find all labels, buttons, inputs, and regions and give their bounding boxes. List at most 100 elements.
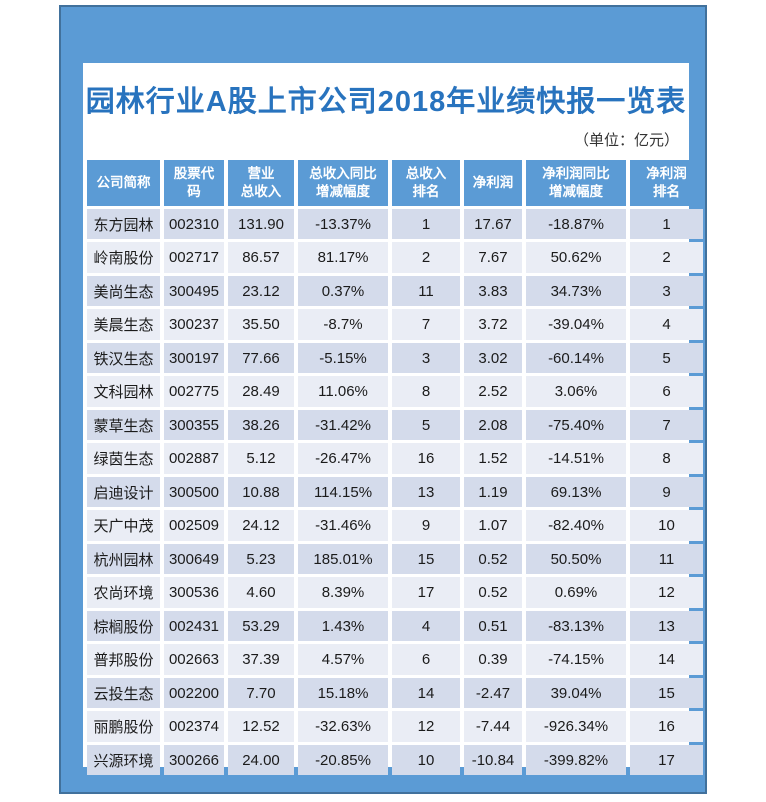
cell-stock-code: 002509: [164, 510, 224, 541]
header-stock-code: 股票代 码: [164, 159, 224, 206]
cell-net-profit-rank: 13: [630, 610, 703, 642]
cell-net-profit-yoy: -82.40%: [526, 510, 626, 541]
cell-stock-code: 300495: [164, 275, 224, 307]
cell-company: 杭州园林: [87, 543, 160, 575]
cell-revenue: 12.52: [228, 711, 294, 742]
table-row: 棕榈股份 002431 53.29 1.43% 4 0.51 -83.13% 1…: [87, 610, 703, 642]
cell-net-profit-yoy: -926.34%: [526, 711, 626, 742]
table-body: 东方园林 002310 131.90 -13.37% 1 17.67 -18.8…: [87, 208, 703, 776]
cell-stock-code: 300500: [164, 476, 224, 508]
cell-company: 棕榈股份: [87, 610, 160, 642]
cell-revenue: 38.26: [228, 409, 294, 441]
table-row: 兴源环境 300266 24.00 -20.85% 10 -10.84 -399…: [87, 744, 703, 776]
cell-company: 普邦股份: [87, 644, 160, 675]
cell-net-profit-rank: 10: [630, 510, 703, 541]
table-row: 蒙草生态 300355 38.26 -31.42% 5 2.08 -75.40%…: [87, 409, 703, 441]
table-row: 天广中茂 002509 24.12 -31.46% 9 1.07 -82.40%…: [87, 510, 703, 541]
cell-stock-code: 002310: [164, 208, 224, 240]
cell-revenue: 23.12: [228, 275, 294, 307]
cell-net-profit-yoy: 39.04%: [526, 677, 626, 709]
table-row: 东方园林 002310 131.90 -13.37% 1 17.67 -18.8…: [87, 208, 703, 240]
cell-net-profit-yoy: 34.73%: [526, 275, 626, 307]
cell-company: 农尚环境: [87, 577, 160, 608]
cell-net-profit-yoy: 0.69%: [526, 577, 626, 608]
cell-revenue-rank: 11: [392, 275, 460, 307]
header-revenue-rank: 总收入 排名: [392, 159, 460, 206]
cell-stock-code: 300266: [164, 744, 224, 776]
cell-net-profit-rank: 3: [630, 275, 703, 307]
cell-company: 美尚生态: [87, 275, 160, 307]
cell-revenue-yoy: -13.37%: [298, 208, 388, 240]
header-net-profit-yoy: 净利润同比 增减幅度: [526, 159, 626, 206]
cell-revenue-yoy: 11.06%: [298, 376, 388, 407]
cell-company: 云投生态: [87, 677, 160, 709]
cell-revenue-yoy: -31.46%: [298, 510, 388, 541]
cell-stock-code: 002717: [164, 242, 224, 273]
cell-stock-code: 002431: [164, 610, 224, 642]
cell-net-profit-yoy: 50.50%: [526, 543, 626, 575]
cell-company: 天广中茂: [87, 510, 160, 541]
cell-net-profit-rank: 6: [630, 376, 703, 407]
cell-revenue: 77.66: [228, 342, 294, 374]
cell-revenue-rank: 13: [392, 476, 460, 508]
cell-net-profit-rank: 8: [630, 443, 703, 474]
cell-net-profit-yoy: -18.87%: [526, 208, 626, 240]
cell-net-profit-yoy: 69.13%: [526, 476, 626, 508]
cell-revenue: 5.12: [228, 443, 294, 474]
cell-revenue-rank: 14: [392, 677, 460, 709]
cell-revenue: 24.00: [228, 744, 294, 776]
cell-net-profit: 3.83: [464, 275, 522, 307]
cell-stock-code: 300649: [164, 543, 224, 575]
cell-net-profit: 0.39: [464, 644, 522, 675]
cell-net-profit: 1.07: [464, 510, 522, 541]
cell-net-profit: -10.84: [464, 744, 522, 776]
table-row: 绿茵生态 002887 5.12 -26.47% 16 1.52 -14.51%…: [87, 443, 703, 474]
cell-revenue: 7.70: [228, 677, 294, 709]
cell-net-profit: 0.52: [464, 543, 522, 575]
cell-revenue: 37.39: [228, 644, 294, 675]
cell-revenue-rank: 7: [392, 309, 460, 340]
cell-revenue-yoy: 8.39%: [298, 577, 388, 608]
cell-company: 丽鹏股份: [87, 711, 160, 742]
cell-revenue-rank: 12: [392, 711, 460, 742]
table-row: 美晨生态 300237 35.50 -8.7% 7 3.72 -39.04% 4: [87, 309, 703, 340]
table-row: 杭州园林 300649 5.23 185.01% 15 0.52 50.50% …: [87, 543, 703, 575]
cell-company: 蒙草生态: [87, 409, 160, 441]
cell-stock-code: 002663: [164, 644, 224, 675]
cell-revenue-rank: 17: [392, 577, 460, 608]
cell-revenue-yoy: 4.57%: [298, 644, 388, 675]
cell-net-profit: 7.67: [464, 242, 522, 273]
table-row: 普邦股份 002663 37.39 4.57% 6 0.39 -74.15% 1…: [87, 644, 703, 675]
cell-revenue-yoy: -32.63%: [298, 711, 388, 742]
cell-revenue-rank: 3: [392, 342, 460, 374]
cell-revenue-yoy: -26.47%: [298, 443, 388, 474]
cell-revenue: 24.12: [228, 510, 294, 541]
cell-company: 铁汉生态: [87, 342, 160, 374]
cell-net-profit: 0.52: [464, 577, 522, 608]
cell-revenue-yoy: 114.15%: [298, 476, 388, 508]
cell-stock-code: 300355: [164, 409, 224, 441]
cell-revenue: 35.50: [228, 309, 294, 340]
table-row: 铁汉生态 300197 77.66 -5.15% 3 3.02 -60.14% …: [87, 342, 703, 374]
cell-company: 启迪设计: [87, 476, 160, 508]
cell-net-profit-rank: 17: [630, 744, 703, 776]
cell-net-profit-yoy: -74.15%: [526, 644, 626, 675]
unit-note: （单位：亿元）: [573, 131, 679, 149]
table-row: 启迪设计 300500 10.88 114.15% 13 1.19 69.13%…: [87, 476, 703, 508]
cell-revenue: 86.57: [228, 242, 294, 273]
cell-revenue-yoy: -8.7%: [298, 309, 388, 340]
cell-net-profit-rank: 14: [630, 644, 703, 675]
cell-stock-code: 300536: [164, 577, 224, 608]
cell-company: 岭南股份: [87, 242, 160, 273]
cell-revenue-rank: 2: [392, 242, 460, 273]
cell-net-profit: 3.02: [464, 342, 522, 374]
cell-revenue-rank: 16: [392, 443, 460, 474]
table-header-row: 公司简称 股票代 码 营业 总收入 总收入同比 增减幅度 总收入 排名 净利润 …: [87, 159, 703, 206]
table-row: 岭南股份 002717 86.57 81.17% 2 7.67 50.62% 2: [87, 242, 703, 273]
cell-net-profit: -7.44: [464, 711, 522, 742]
cell-revenue: 5.23: [228, 543, 294, 575]
cell-net-profit-yoy: -39.04%: [526, 309, 626, 340]
cell-revenue-yoy: 0.37%: [298, 275, 388, 307]
cell-stock-code: 002775: [164, 376, 224, 407]
